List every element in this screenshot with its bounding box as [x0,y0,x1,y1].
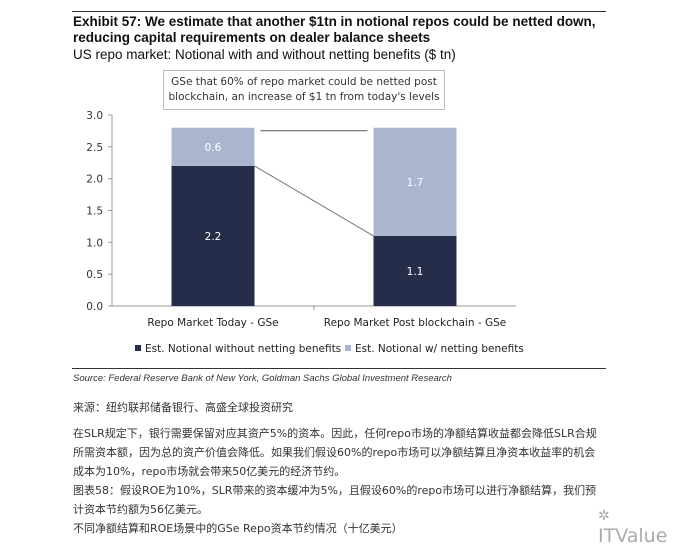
y-tick-label: 3.0 [86,110,103,122]
bar-data-label: 0.6 [205,142,222,154]
watermark-icon: ✲ [598,508,610,524]
paragraph-cn: 在SLR规定下，银行需要保留对应其资产5%的资本。因此，任何repo市场的净额结… [73,427,597,478]
legend-swatch [345,345,351,351]
bar-segment [171,127,255,166]
exhibit-subtitle: US repo market: Notional with and withou… [73,47,456,62]
bar-data-label: 1.7 [407,177,424,189]
top-rule [72,11,606,12]
y-tick-label: 1.0 [86,237,103,249]
y-tick-label: 2.0 [86,174,103,186]
x-category-label: Repo Market Post blockchain - GSe [324,317,506,329]
legend-label: Est. Notional w/ netting benefits [355,343,524,355]
connector-line-diagonal [254,165,374,237]
watermark-text: ITValue [598,525,668,546]
watermark: ✲ ITValue [598,503,680,546]
source-rule [72,368,606,369]
y-tick-label: 0.0 [86,301,103,313]
y-tick-label: 1.5 [86,206,103,218]
x-category-label: Repo Market Today - GSe [147,317,278,329]
y-tick-label: 2.5 [86,142,103,154]
bar-data-label: 2.2 [205,231,222,243]
bar-data-label: 1.1 [407,266,424,278]
source-cn: 来源：纽约联邦储备银行、高盛全球投资研究 [73,401,293,414]
figure-note-cn: 图表58：假设ROE为10%，SLR带来的资本缓冲为5%，且假设60%的repo… [73,484,597,516]
bar-segment [373,127,457,236]
bar-segment [373,235,457,306]
stacked-bar-chart: 0.0 0.5 1.0 1.5 2.0 2.5 3.0 2.2 0.6 Repo Market T… [86,110,524,355]
source-note: Source: Federal Reserve Bank of New York… [73,373,452,384]
exhibit-title: Exhibit 57: We estimate that another $1t… [73,14,596,45]
y-tick-label: 0.5 [86,269,103,281]
legend-swatch [135,345,141,351]
bar-segment [171,165,255,306]
figure-title-cn: 不同净额结算和ROE场景中的GSe Repo资本节约情况（十亿美元） [73,522,403,535]
annotation-box: GSe that 60% of repo market could be net… [163,70,445,110]
legend-label: Est. Notional without netting benefits [145,343,341,355]
